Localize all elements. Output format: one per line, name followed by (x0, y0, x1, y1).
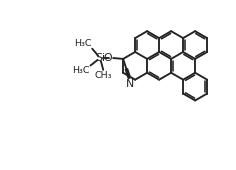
Text: Si: Si (95, 53, 105, 63)
Text: O: O (104, 53, 112, 63)
Text: H₃C: H₃C (74, 39, 92, 48)
Text: N: N (126, 79, 134, 89)
Text: CH₃: CH₃ (94, 71, 112, 80)
Text: H₃C: H₃C (72, 66, 90, 75)
